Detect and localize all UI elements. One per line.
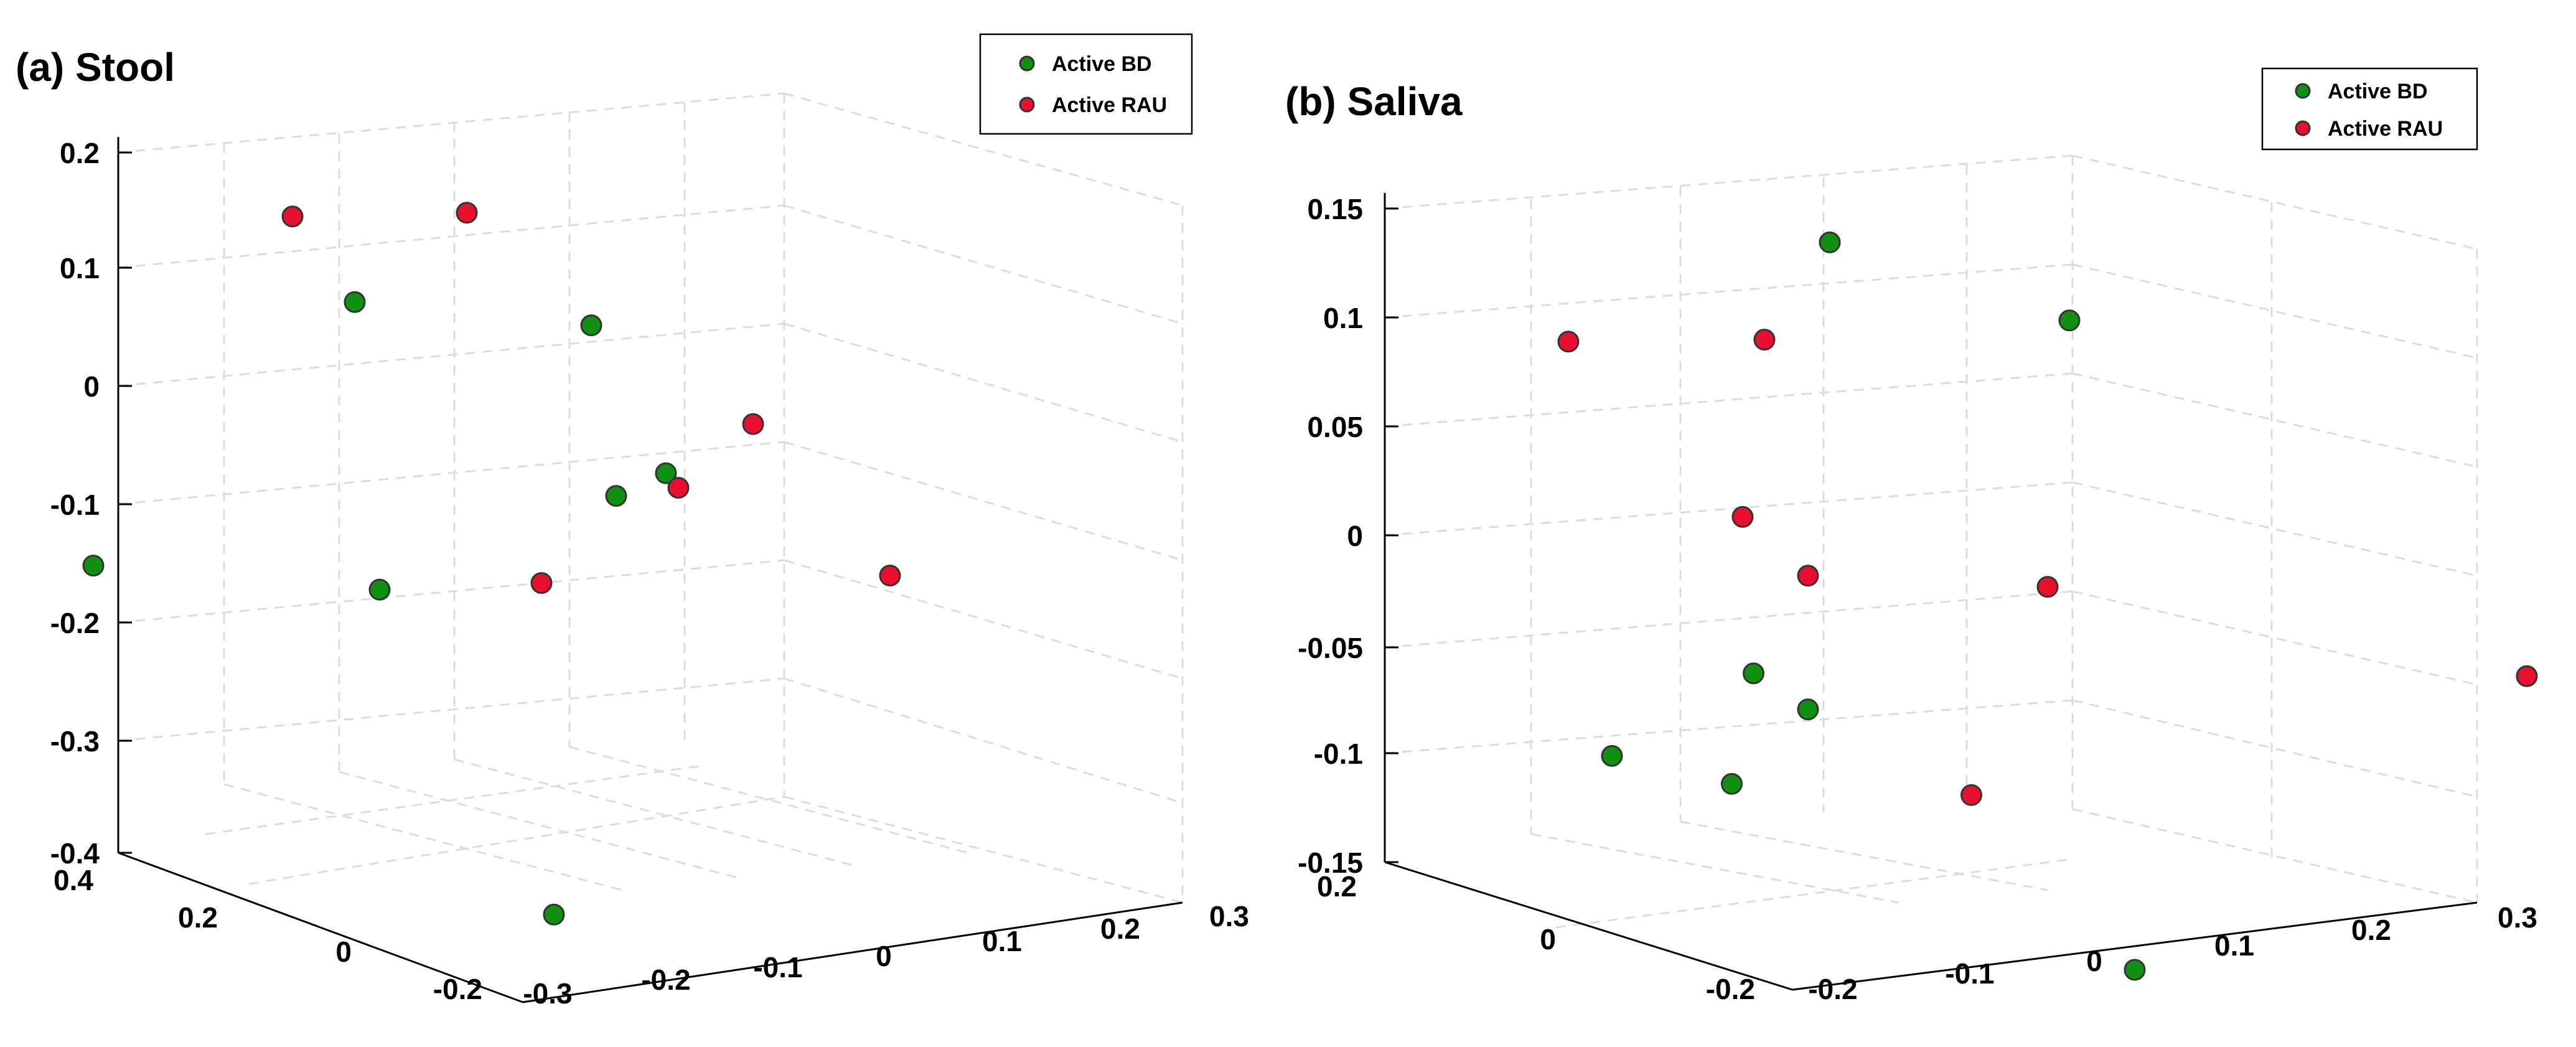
x-tick-label: 0.3 (2498, 901, 2537, 934)
data-point-rau (456, 202, 478, 224)
y-tick-label: 0.2 (1317, 870, 1357, 903)
x-tick-label: 0.2 (2351, 914, 2391, 946)
data-point-rau (281, 205, 304, 228)
legend-box (979, 33, 1193, 135)
legend-marker-rau (1019, 96, 1035, 113)
legend-label-bd: Active BD (2328, 80, 2428, 103)
x-tick-label: 0.3 (1209, 900, 1249, 932)
x-tick-label: -0.1 (753, 951, 802, 984)
z-axis-ticks: 0.15 0.1 0.05 0 -0.05 -0.1 -0.15 (1298, 193, 1363, 879)
data-point-rau (1753, 329, 1776, 351)
panel-saliva: (b) Saliva 0.15 0.1 0.05 0 -0.05 -0.1 -0… (1285, 67, 2538, 1005)
x-axis-ticks: -0.3 -0.2 -0.1 0 0.1 0.2 0.3 (523, 900, 1249, 1010)
z-tick-label: -0.15 (1298, 847, 1363, 879)
data-point-rau (879, 565, 901, 587)
data-point-bd (1743, 662, 1764, 685)
panel-stool: (a) Stool 0.2 0.1 0 -0.1 -0.2 -0.3 -0.4 … (16, 33, 1249, 1010)
z-tick-label: -0.1 (1314, 738, 1363, 770)
z-tick-label: -0.1 (50, 489, 100, 521)
data-point-bd (368, 578, 391, 601)
data-points (1557, 231, 2538, 981)
data-point-bd (2058, 309, 2081, 332)
axes (117, 137, 1183, 1003)
legend-marker-bd (1019, 55, 1035, 72)
x-tick-label: 0.1 (2214, 929, 2254, 962)
z-tick-label: 0.05 (1307, 411, 1363, 443)
data-point-bd (1797, 698, 1819, 721)
panel-title: (a) Stool (16, 45, 175, 90)
data-point-rau (1960, 784, 1982, 806)
x-tick-label: -0.3 (523, 977, 572, 1010)
z-tick-label: 0.15 (1307, 193, 1363, 225)
y-axis-ticks: 0.2 0 -0.2 (1317, 870, 1755, 1005)
data-point-bd (344, 291, 366, 313)
x-tick-label: 0 (2086, 945, 2102, 977)
data-point-rau (2516, 665, 2538, 687)
y-tick-label: -0.2 (433, 973, 482, 1005)
legend-label-rau: Active RAU (1052, 93, 1167, 117)
y-tick-label: -0.2 (1706, 973, 1755, 1005)
z-tick-label: 0.1 (60, 252, 100, 284)
axes (1384, 193, 2478, 991)
legend-label-bd: Active BD (1052, 52, 1152, 76)
x-tick-label: 0.2 (1100, 913, 1140, 945)
z-tick-label: 0.2 (60, 137, 100, 169)
z-tick-label: -0.4 (50, 837, 100, 870)
z-axis-ticks: 0.2 0.1 0 -0.1 -0.2 -0.3 -0.4 (50, 137, 100, 870)
z-tick-label: -0.3 (50, 725, 100, 758)
grid-lines (118, 92, 1184, 904)
data-point-rau (2036, 576, 2059, 598)
data-point-bd (655, 462, 677, 484)
x-tick-label: 0 (876, 940, 892, 972)
z-tick-label: 0 (83, 370, 100, 403)
x-tick-label: -0.2 (1808, 973, 1857, 1005)
data-point-rau (1797, 565, 1819, 587)
x-tick-label: -0.1 (1945, 957, 1994, 990)
data-point-bd (580, 314, 602, 337)
legend-box (2261, 67, 2478, 151)
data-point-rau (530, 572, 553, 594)
z-tick-label: -0.2 (50, 607, 100, 639)
data-point-bd (2124, 959, 2146, 981)
data-point-rau (667, 477, 690, 499)
data-point-bd (543, 903, 565, 926)
data-point-bd (1721, 772, 1743, 795)
panel-title: (b) Saliva (1285, 79, 1463, 124)
data-point-bd (82, 555, 105, 577)
y-tick-label: 0 (1540, 923, 1556, 955)
data-point-bd (605, 485, 627, 507)
y-tick-label: 0.4 (54, 864, 93, 896)
x-tick-label: -0.2 (641, 964, 690, 996)
grid-lines (1384, 154, 2478, 929)
legend-marker-bd (2295, 83, 2311, 99)
data-point-rau (1557, 331, 1580, 353)
data-point-bd (1819, 231, 1841, 253)
data-point-bd (1601, 744, 1623, 767)
legend-label-rau: Active RAU (2328, 117, 2443, 141)
z-tick-label: 0 (1347, 520, 1363, 552)
x-tick-label: 0.1 (982, 925, 1022, 957)
y-tick-label: 0 (335, 936, 352, 968)
data-point-rau (742, 413, 764, 435)
data-points (82, 202, 901, 926)
legend: Active BD Active RAU (2261, 67, 2478, 151)
y-axis-ticks: 0.4 0.2 0 -0.2 (54, 864, 482, 1005)
z-tick-label: -0.05 (1298, 632, 1363, 664)
x-axis-ticks: -0.2 -0.1 0 0.1 0.2 0.3 (1808, 901, 2537, 1005)
y-tick-label: 0.2 (178, 901, 218, 934)
data-point-rau (1731, 505, 1754, 528)
z-tick-label: 0.1 (1323, 302, 1363, 334)
legend: Active BD Active RAU (979, 33, 1193, 135)
legend-marker-rau (2295, 120, 2311, 136)
